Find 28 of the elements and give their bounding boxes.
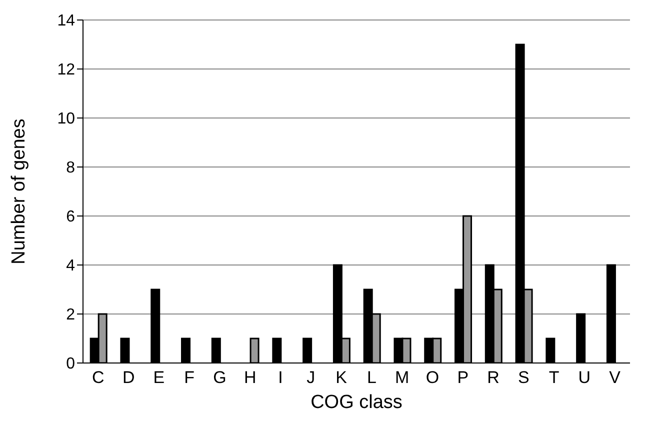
x-tick-label: O <box>426 368 440 388</box>
x-tick-label: J <box>306 368 316 388</box>
y-tick-label: 2 <box>66 306 76 324</box>
x-tick-label: V <box>609 368 622 388</box>
x-tick-label: G <box>213 368 226 388</box>
y-axis-title: Number of genes <box>8 118 30 264</box>
x-tick-label: H <box>244 368 256 388</box>
x-tick-label: T <box>548 368 560 388</box>
y-tick-label: 8 <box>66 160 76 177</box>
y-tick-label: 10 <box>57 110 76 128</box>
x-tick-label: M <box>394 368 410 388</box>
x-tick-label: C <box>92 368 104 388</box>
y-tick-label: 6 <box>66 208 76 226</box>
y-tick-label: 12 <box>57 62 76 79</box>
x-axis-title: COG class <box>310 392 402 413</box>
x-tick-label: K <box>336 368 348 388</box>
x-tick-label: F <box>184 368 195 388</box>
x-tick-label: U <box>578 368 591 388</box>
x-tick-label: E <box>153 368 165 388</box>
x-tick-label: L <box>366 368 376 388</box>
x-tick-label: D <box>122 368 135 388</box>
y-tick-label: 4 <box>66 258 76 275</box>
x-tick-label: R <box>487 368 500 388</box>
y-tick-label: 0 <box>66 356 76 373</box>
y-tick-label: 14 <box>57 12 76 30</box>
x-tick-label: S <box>518 368 530 388</box>
x-tick-label: I <box>278 368 283 388</box>
x-tick-label: P <box>457 368 469 388</box>
